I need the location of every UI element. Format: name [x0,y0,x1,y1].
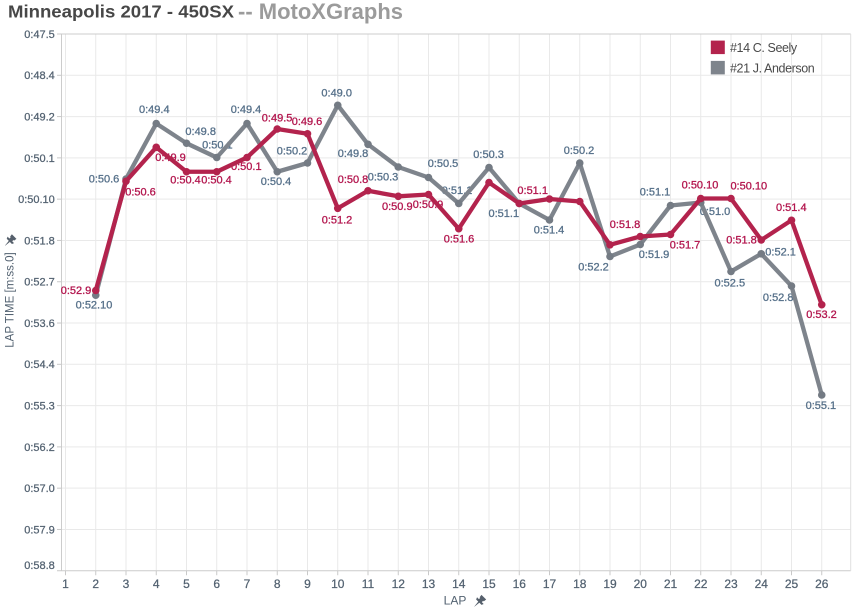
svg-text:15: 15 [482,577,496,591]
svg-text:0:50.10: 0:50.10 [18,194,55,206]
svg-text:#14 C. Seely: #14 C. Seely [730,41,798,55]
svg-text:0:50.3: 0:50.3 [368,171,399,183]
svg-text:4: 4 [153,577,160,591]
svg-text:0:49.0: 0:49.0 [321,88,352,100]
svg-text:0:51.7: 0:51.7 [670,240,701,252]
svg-text:0:50.9: 0:50.9 [382,201,413,213]
svg-text:0:50.6: 0:50.6 [89,173,120,185]
svg-text:0:53.2: 0:53.2 [806,309,837,321]
svg-text:-- MotoXGraphs: -- MotoXGraphs [238,0,403,24]
svg-text:0:49.2: 0:49.2 [24,112,55,124]
svg-text:20: 20 [634,577,648,591]
svg-text:0:50.10: 0:50.10 [682,179,719,191]
svg-text:6: 6 [213,577,220,591]
svg-text:0:51.2: 0:51.2 [322,214,353,226]
svg-text:0:50.4: 0:50.4 [201,174,232,186]
svg-text:#21 J. Anderson: #21 J. Anderson [730,61,815,75]
svg-text:0:52.5: 0:52.5 [715,278,746,290]
svg-text:0:50.8: 0:50.8 [338,174,369,186]
svg-text:12: 12 [392,577,406,591]
svg-text:0:48.4: 0:48.4 [24,70,55,82]
svg-text:25: 25 [785,577,799,591]
svg-text:23: 23 [724,577,738,591]
svg-text:0:47.5: 0:47.5 [24,29,55,41]
svg-text:0:49.8: 0:49.8 [185,126,216,138]
svg-text:0:50.6: 0:50.6 [125,186,156,198]
svg-text:0:53.6: 0:53.6 [24,318,55,330]
svg-text:0:56.2: 0:56.2 [24,442,55,454]
svg-text:0:51.9: 0:51.9 [639,249,670,261]
svg-text:0:51.1: 0:51.1 [640,187,671,199]
svg-text:0:49.6: 0:49.6 [292,116,323,128]
svg-text:22: 22 [694,577,708,591]
svg-text:0:51.8: 0:51.8 [726,234,757,246]
svg-text:0:52.2: 0:52.2 [578,261,609,273]
svg-text:LAP TIME [m:ss.0]: LAP TIME [m:ss.0] [5,252,17,347]
svg-text:3: 3 [123,577,130,591]
svg-text:0:49.8: 0:49.8 [338,148,369,160]
svg-text:0:57.0: 0:57.0 [24,483,55,495]
svg-text:16: 16 [513,577,527,591]
svg-text:14: 14 [452,577,466,591]
svg-text:0:52.7: 0:52.7 [24,277,55,289]
svg-text:0:58.8: 0:58.8 [24,560,55,572]
svg-text:0:54.4: 0:54.4 [24,359,55,371]
svg-text:26: 26 [815,577,829,591]
svg-text:0:50.2: 0:50.2 [277,145,308,157]
svg-text:0:52.1: 0:52.1 [765,247,796,259]
svg-text:7: 7 [244,577,251,591]
svg-text:1: 1 [62,577,69,591]
svg-text:24: 24 [755,577,769,591]
svg-text:0:49.5: 0:49.5 [262,113,293,125]
svg-text:0:49.4: 0:49.4 [231,104,262,116]
svg-text:0:51.8: 0:51.8 [610,219,641,231]
svg-text:0:51.4: 0:51.4 [534,225,565,237]
svg-text:9: 9 [304,577,311,591]
svg-text:17: 17 [543,577,557,591]
svg-text:5: 5 [183,577,190,591]
svg-text:0:51.1: 0:51.1 [489,208,520,220]
svg-text:0:49.4: 0:49.4 [139,104,170,116]
svg-text:0:51.1: 0:51.1 [517,185,548,197]
svg-text:2: 2 [92,577,99,591]
svg-text:0:52.8: 0:52.8 [763,292,794,304]
svg-text:0:50.10: 0:50.10 [730,180,767,192]
svg-text:10: 10 [331,577,345,591]
svg-text:0:51.4: 0:51.4 [776,202,807,214]
svg-text:0:51.6: 0:51.6 [444,233,475,245]
svg-text:13: 13 [422,577,436,591]
svg-text:11: 11 [362,577,375,591]
svg-text:0:52.9: 0:52.9 [61,285,92,297]
svg-text:0:50.2: 0:50.2 [564,145,595,157]
svg-text:0:50.4: 0:50.4 [170,175,201,187]
svg-text:0:55.1: 0:55.1 [806,400,837,412]
svg-text:19: 19 [603,577,617,591]
svg-text:0:50.5: 0:50.5 [428,158,459,170]
svg-text:Minneapolis 2017 - 450SX: Minneapolis 2017 - 450SX [8,2,234,22]
svg-text:0:52.10: 0:52.10 [76,299,113,311]
svg-text:0:55.3: 0:55.3 [24,401,55,413]
svg-text:8: 8 [274,577,281,591]
svg-text:0:51.8: 0:51.8 [24,235,55,247]
svg-text:0:50.4: 0:50.4 [261,176,292,188]
svg-text:21: 21 [664,577,678,591]
svg-text:LAP: LAP [444,594,467,608]
svg-text:18: 18 [573,577,587,591]
svg-text:0:57.9: 0:57.9 [24,524,55,536]
svg-text:0:50.1: 0:50.1 [24,153,55,165]
svg-text:0:50.3: 0:50.3 [473,149,504,161]
